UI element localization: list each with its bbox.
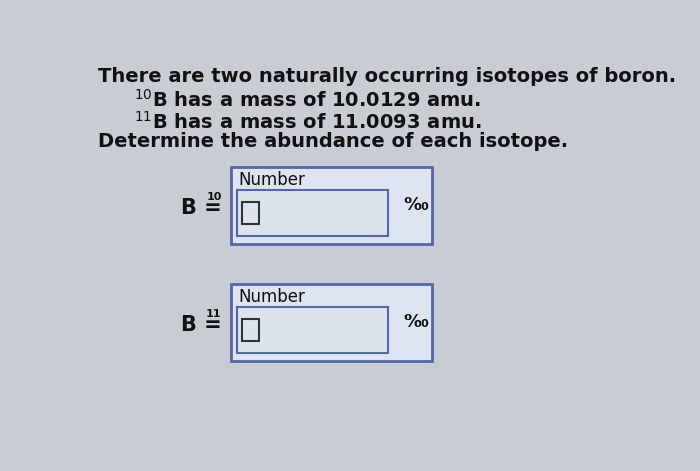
Text: Number: Number (239, 171, 305, 189)
Bar (241, 319, 259, 341)
Text: There are two naturally occurring isotopes of boron.: There are two naturally occurring isotop… (98, 67, 676, 86)
Text: B =: B = (181, 315, 222, 335)
Text: $^{11}$B has a mass of 11.0093 amu.: $^{11}$B has a mass of 11.0093 amu. (134, 110, 482, 132)
Text: 11: 11 (206, 309, 222, 319)
Bar (241, 202, 259, 224)
Text: 10: 10 (206, 193, 222, 203)
Text: Number: Number (239, 288, 305, 306)
Bar (237, 190, 388, 236)
Bar (237, 307, 388, 353)
Bar (231, 167, 433, 244)
Text: Determine the abundance of each isotope.: Determine the abundance of each isotope. (98, 132, 568, 151)
Text: %₀: %₀ (403, 313, 429, 331)
Text: B =: B = (181, 198, 222, 218)
Bar (231, 284, 433, 361)
Text: %₀: %₀ (403, 196, 429, 214)
Text: $^{10}$B has a mass of 10.0129 amu.: $^{10}$B has a mass of 10.0129 amu. (134, 89, 481, 111)
